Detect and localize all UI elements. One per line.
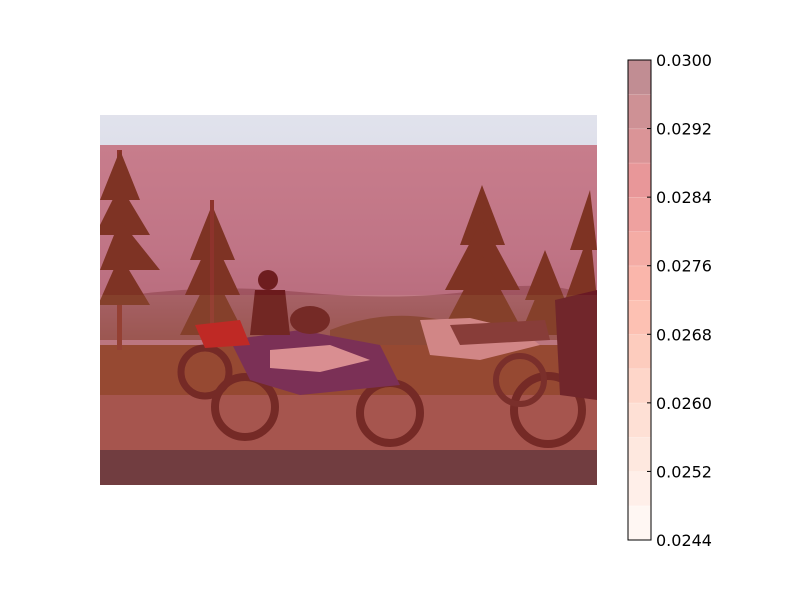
colorbar-segment (628, 471, 651, 506)
colorbar-segment (628, 162, 651, 198)
colorbar-segment (628, 265, 651, 300)
background-photo (100, 115, 597, 485)
colorbar-segment (628, 197, 651, 232)
colorbar-segment (628, 402, 651, 438)
heatmap-band-lower (100, 295, 597, 450)
colorbar-segment (628, 505, 651, 540)
colorbar-tick-label: 0.0284 (656, 188, 712, 207)
colorbar-tick-label: 0.0276 (656, 257, 712, 276)
colorbar-segment (628, 437, 651, 472)
colorbar-segment (628, 231, 651, 266)
heatmap-band-bottom (100, 450, 597, 485)
colorbar-frame (627, 59, 652, 541)
colorbar-tick-label: 0.0260 (656, 394, 712, 413)
colorbar-segment (628, 60, 651, 95)
colorbar-tick-label: 0.0300 (656, 51, 712, 70)
colorbar-segment (628, 128, 651, 163)
colorbar-segment (628, 368, 651, 403)
colorbar-tick-label: 0.0244 (656, 531, 712, 550)
colorbar-segment (628, 94, 651, 129)
colorbar-tick-label: 0.0252 (656, 462, 712, 481)
heatmap-band-upper (100, 145, 597, 295)
colorbar: 0.0244 0.0252 0.0260 0.0268 0.0276 0.0284 0.02… (627, 51, 712, 550)
colorbar-segment (628, 334, 651, 369)
colorbar-tick-label: 0.0292 (656, 120, 712, 139)
colorbar-segment (628, 300, 651, 335)
heatmap-overlay (100, 115, 597, 485)
motorcycles (177, 270, 597, 448)
colorbar-tick-label: 0.0268 (656, 325, 712, 344)
heatmap-band-top (100, 115, 597, 145)
